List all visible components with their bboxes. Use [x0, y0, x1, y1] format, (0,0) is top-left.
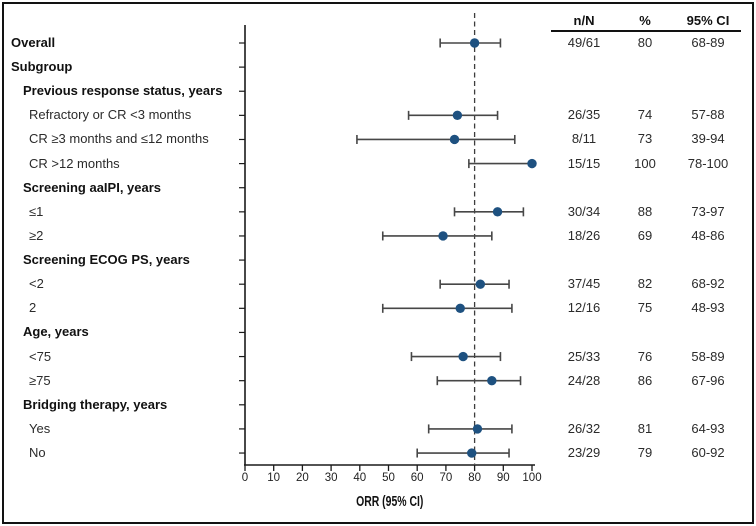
cell-ci: 67-96 — [691, 372, 725, 388]
cell-n-N: 12/16 — [567, 300, 601, 316]
subgroup-label: ≤1 — [29, 203, 44, 219]
cell-n-N: 30/34 — [567, 203, 601, 219]
estimate-marker — [469, 38, 480, 48]
cell-ci: 48-86 — [691, 227, 725, 243]
x-tick-label-100: 100 — [522, 472, 542, 484]
cell-pct: 69 — [637, 227, 653, 243]
cell-pct: 81 — [637, 420, 653, 436]
subgroup-label: <2 — [29, 276, 44, 292]
subgroup-label: CR >12 months — [29, 155, 120, 171]
column-header-ci: 95% CI — [686, 13, 730, 28]
cell-pct: 76 — [637, 348, 653, 364]
group-label: Age, years — [23, 324, 89, 340]
cell-n-N: 24/28 — [567, 372, 601, 388]
estimate-marker — [527, 158, 537, 169]
cell-n-N: 26/35 — [567, 107, 601, 123]
cell-n-N: 15/15 — [567, 155, 601, 171]
subgroup-label: CR ≥3 months and ≤12 months — [29, 131, 209, 147]
cell-pct: 80 — [637, 35, 653, 50]
x-tick-label-80: 80 — [468, 472, 481, 484]
cell-n-N: 18/26 — [567, 227, 601, 243]
cell-pct: 82 — [637, 276, 653, 292]
cell-pct: 75 — [637, 300, 653, 316]
x-tick-label-0: 0 — [241, 472, 249, 484]
cell-n-N: 26/32 — [567, 420, 601, 436]
cell-pct: 88 — [637, 203, 653, 219]
x-tick-label-30: 30 — [324, 472, 338, 484]
cell-n-N: 37/45 — [567, 276, 601, 292]
subgroup-label: ≥75 — [29, 372, 51, 388]
cell-ci: 57-88 — [691, 107, 725, 123]
x-tick-label-90: 90 — [496, 472, 510, 484]
cell-pct: 86 — [637, 372, 653, 388]
estimate-marker — [472, 424, 483, 434]
cell-pct: 100 — [634, 155, 656, 171]
x-tick-label-70: 70 — [439, 472, 453, 484]
table-header-rule — [551, 30, 741, 32]
cell-ci: 60-92 — [691, 445, 725, 461]
subgroup-label: 2 — [29, 300, 37, 316]
cell-ci: 64-93 — [691, 420, 725, 436]
group-label: Screening aaIPI, years — [23, 179, 162, 195]
cell-n-N: 49/61 — [567, 35, 601, 50]
subgroup-label: Yes — [29, 420, 51, 436]
x-tick-label-50: 50 — [382, 472, 395, 484]
estimate-marker — [458, 351, 468, 362]
estimate-marker — [438, 231, 448, 241]
x-tick-label-40: 40 — [353, 472, 367, 484]
cell-ci: 68-89 — [691, 35, 725, 50]
group-label: Screening ECOG PS, years — [23, 252, 190, 268]
cell-ci: 39-94 — [691, 131, 725, 147]
cell-pct: 73 — [637, 131, 653, 147]
cell-n-N: 8/11 — [571, 131, 597, 147]
x-tick-label-20: 20 — [295, 472, 309, 484]
estimate-marker — [467, 448, 477, 458]
cell-n-N: 25/33 — [567, 348, 601, 364]
estimate-marker — [487, 375, 497, 386]
column-header-pct: % — [639, 13, 651, 28]
cell-ci: 68-92 — [691, 276, 725, 292]
x-tick-label-60: 60 — [410, 472, 424, 484]
cell-ci: 58-89 — [691, 348, 725, 364]
subgroup-label: Refractory or CR <3 months — [29, 107, 192, 123]
subgroup-label: ≥2 — [29, 227, 44, 243]
group-label: Overall — [11, 35, 56, 50]
x-tick-label-10: 10 — [267, 472, 281, 484]
group-label: Subgroup — [11, 59, 73, 75]
cell-n-N: 23/29 — [567, 445, 601, 461]
cell-ci: 78-100 — [687, 155, 729, 171]
estimate-marker — [455, 303, 465, 314]
group-label: Bridging therapy, years — [23, 396, 168, 412]
estimate-marker — [449, 134, 460, 145]
subgroup-label: No — [29, 445, 46, 461]
cell-pct: 79 — [637, 445, 653, 461]
cell-pct: 74 — [637, 107, 653, 123]
column-header-n-N: n/N — [573, 13, 595, 28]
group-label: Previous response status, years — [23, 83, 223, 99]
cell-ci: 73-97 — [691, 203, 725, 219]
subgroup-label: <75 — [29, 348, 52, 364]
x-axis-title: ORR (95% CI) — [245, 493, 535, 511]
estimate-marker — [452, 110, 463, 121]
x-axis-title-text: ORR (95% CI) — [356, 494, 424, 510]
estimate-marker — [492, 207, 503, 217]
estimate-marker — [475, 279, 486, 289]
cell-ci: 48-93 — [691, 300, 725, 316]
